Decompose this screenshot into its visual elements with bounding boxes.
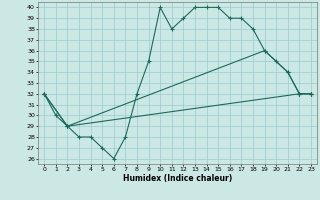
X-axis label: Humidex (Indice chaleur): Humidex (Indice chaleur) xyxy=(123,174,232,183)
